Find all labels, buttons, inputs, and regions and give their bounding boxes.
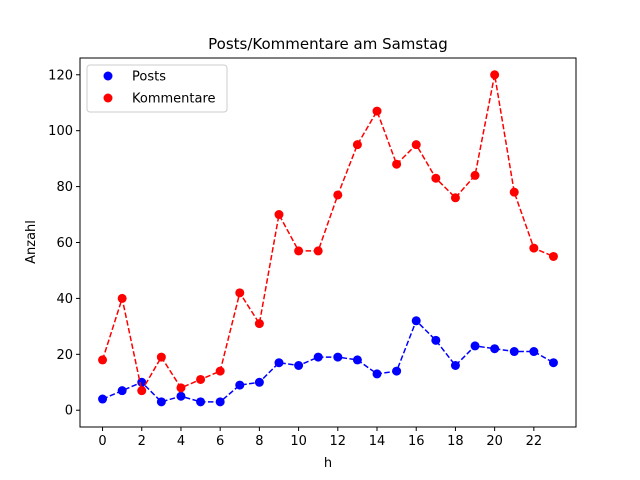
data-point-posts [176, 391, 186, 401]
legend: Posts Kommentare [86, 64, 228, 113]
data-point-kommentare [98, 355, 108, 365]
data-point-kommentare [548, 251, 558, 261]
data-point-kommentare [254, 319, 264, 329]
data-point-kommentare [294, 246, 304, 256]
x-tick-label: 14 [369, 434, 386, 449]
data-point-kommentare [509, 187, 519, 197]
x-tick-label: 10 [290, 434, 307, 449]
data-point-posts [156, 397, 166, 407]
data-point-kommentare [529, 243, 539, 253]
y-tick-label: 80 [56, 180, 73, 195]
legend-label-kommentare: Kommentare [132, 92, 216, 107]
data-point-posts [490, 344, 500, 354]
data-point-kommentare [313, 246, 323, 256]
x-axis-label: h [324, 456, 332, 471]
y-tick-label: 120 [48, 68, 73, 83]
data-point-kommentare [411, 140, 421, 150]
data-point-posts [352, 355, 362, 365]
data-point-posts [137, 377, 147, 387]
data-point-posts [254, 377, 264, 387]
data-point-kommentare [196, 374, 206, 384]
data-point-posts [450, 361, 460, 370]
x-tick-label: 2 [138, 434, 146, 449]
data-point-posts [392, 366, 402, 376]
data-point-posts [372, 369, 382, 379]
y-tick-label: 100 [48, 124, 73, 139]
x-tick-label: 4 [177, 434, 185, 449]
plot-area [98, 70, 558, 407]
data-point-kommentare [274, 210, 284, 220]
data-point-posts [548, 358, 558, 368]
data-point-kommentare [176, 383, 186, 393]
data-point-posts [196, 397, 206, 407]
data-point-posts [431, 335, 441, 345]
data-point-posts [274, 358, 284, 368]
x-tick-label: 22 [526, 434, 543, 449]
data-point-posts [98, 394, 108, 404]
x-tick-label: 0 [98, 434, 106, 449]
data-point-kommentare [372, 106, 382, 116]
data-point-posts [470, 341, 480, 351]
axis-ticks: 0 2 4 6 8 10 12 14 16 18 20 22 0 20 40 60 80 100 120 [48, 68, 542, 449]
data-point-posts [509, 347, 519, 357]
data-point-kommentare [431, 173, 441, 183]
data-point-kommentare [490, 70, 500, 80]
data-point-posts [294, 361, 304, 370]
x-tick-label: 8 [255, 434, 263, 449]
data-point-kommentare [333, 190, 343, 200]
data-point-posts [235, 380, 245, 390]
legend-label-posts: Posts [132, 70, 166, 85]
x-tick-label: 20 [486, 434, 503, 449]
x-tick-label: 12 [330, 434, 347, 449]
y-tick-label: 40 [56, 292, 73, 307]
y-tick-label: 0 [65, 404, 73, 419]
y-tick-label: 20 [56, 348, 73, 363]
data-point-kommentare [235, 288, 245, 298]
data-point-posts [117, 386, 127, 396]
data-point-kommentare [117, 293, 127, 303]
legend-marker-posts [103, 71, 113, 81]
data-point-kommentare [392, 159, 402, 169]
data-point-posts [411, 316, 421, 326]
data-point-posts [215, 397, 225, 407]
data-point-kommentare [156, 352, 166, 362]
x-tick-label: 16 [408, 434, 425, 449]
y-tick-label: 60 [56, 236, 73, 251]
data-point-kommentare [450, 193, 460, 203]
series-line-kommentare [101, 74, 554, 393]
x-tick-label: 6 [216, 434, 224, 449]
data-point-kommentare [352, 140, 362, 150]
data-point-kommentare [215, 366, 225, 376]
data-point-kommentare [137, 386, 147, 396]
legend-box [86, 64, 228, 113]
legend-marker-kommentare [103, 93, 113, 103]
chart-title: Posts/Kommentare am Samstag [208, 35, 448, 53]
data-point-kommentare [470, 170, 480, 180]
y-axis-label: Anzahl [24, 220, 39, 264]
data-point-posts [529, 347, 539, 357]
data-point-posts [333, 352, 343, 362]
x-tick-label: 18 [447, 434, 464, 449]
series-line-posts [102, 319, 554, 403]
data-point-posts [313, 352, 323, 362]
